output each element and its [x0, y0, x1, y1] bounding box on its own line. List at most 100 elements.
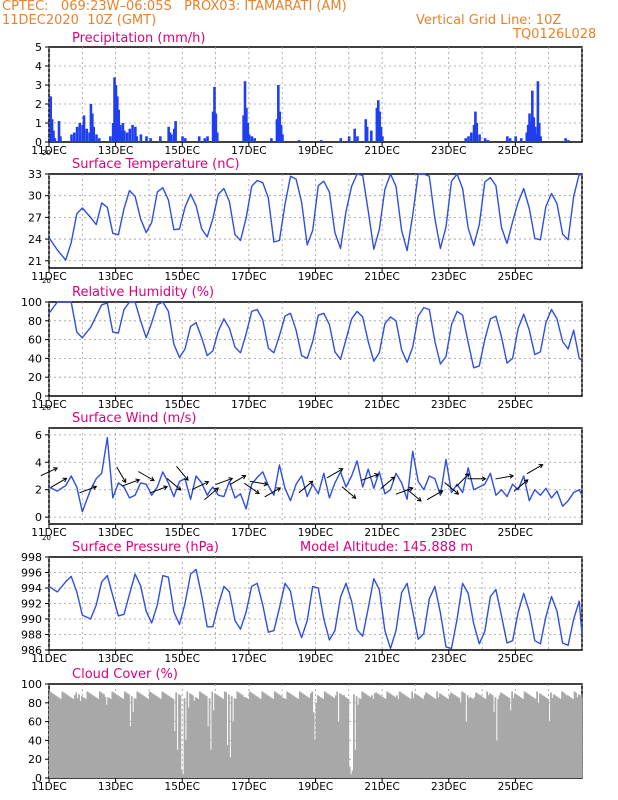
cloud-bar — [544, 697, 547, 778]
x-tick-label: 21DEC — [364, 271, 399, 283]
cloud-bar — [346, 698, 348, 778]
x-tick-label: 13DEC — [98, 781, 133, 793]
cloud-bar — [68, 696, 71, 778]
precip-bar — [339, 138, 343, 142]
cloud-bar — [340, 694, 343, 778]
wind-arrowhead — [276, 487, 282, 492]
cloud-bar — [361, 691, 364, 778]
precip-bar — [172, 128, 176, 142]
cloud-bar — [312, 712, 315, 778]
cloud-bar — [330, 696, 333, 778]
precip-bar — [508, 138, 512, 142]
wind-arrow — [264, 487, 281, 498]
wind-arrow — [513, 479, 529, 492]
wind-arrowhead — [308, 480, 314, 486]
year-stub: 20 — [42, 534, 51, 542]
x-tick-label: 21DEC — [364, 145, 399, 157]
header-location: CPTEC: 069:23W–06:05S PROX03: ITAMARATI … — [2, 0, 347, 14]
x-tick-label: 13DEC — [98, 399, 133, 411]
cloud-bar — [133, 698, 136, 778]
cloud-bar — [470, 698, 473, 778]
precip-bar — [139, 134, 143, 142]
cloud-bar — [548, 721, 551, 778]
x-tick-label: 23DEC — [431, 781, 466, 793]
cloud-bar — [357, 704, 359, 778]
cloud-bar — [187, 707, 190, 778]
header-datetime: 11DEC2020 10Z (GMT) — [2, 13, 157, 28]
cloud-bar — [408, 698, 411, 778]
cloud-bar — [359, 699, 362, 778]
cloud-bar — [162, 692, 165, 778]
wind-arrowhead — [92, 485, 98, 491]
cloud-bar — [457, 697, 459, 778]
cloud-bar — [201, 693, 204, 778]
x-tick-label: 23DEC — [431, 399, 466, 411]
x-tick-label: 25DEC — [498, 527, 533, 539]
cloud-bar — [283, 698, 286, 778]
cloud-bar — [82, 697, 85, 778]
cloud-bar — [469, 697, 472, 778]
cloud-bar — [172, 699, 175, 778]
cloud-bar — [318, 696, 321, 778]
cloud-bar — [536, 691, 538, 778]
cloud-bar — [350, 774, 352, 778]
cloud-bar — [533, 698, 536, 778]
cloud-bar — [494, 697, 497, 778]
cloud-bar — [287, 692, 290, 778]
cloud-bar — [455, 696, 458, 778]
cloud-bar — [311, 691, 314, 778]
x-tick-label: 23DEC — [431, 527, 466, 539]
year-stub: 20 — [42, 404, 51, 412]
cloud-bar — [211, 691, 214, 778]
cloud-bar — [298, 691, 301, 778]
cloud-bar — [557, 697, 559, 778]
cloud-bar — [565, 695, 568, 778]
precip-bar — [131, 124, 134, 142]
cloud-bar — [348, 766, 351, 778]
cloud-bar — [568, 696, 570, 778]
precip-bar — [88, 132, 91, 142]
y-tick-label: 992 — [21, 598, 42, 611]
x-tick-label: 25DEC — [498, 271, 533, 283]
cloud-bar — [49, 691, 51, 778]
cloud-bar — [218, 696, 221, 778]
precip-bar — [125, 132, 129, 142]
x-tick-label: 21DEC — [364, 399, 399, 411]
cloud-bar — [294, 697, 297, 778]
precip-bar — [52, 130, 55, 142]
cloud-bar — [176, 749, 179, 778]
cloud-bar — [307, 697, 309, 778]
cloud-bar — [165, 694, 168, 778]
cloud-bar — [443, 696, 445, 778]
cloud-bar — [375, 692, 377, 778]
cloud-bar — [398, 691, 401, 778]
precip-bar — [109, 136, 112, 142]
cloud-bar — [308, 698, 311, 778]
cloud-bar — [248, 691, 251, 778]
cloud-bar — [117, 695, 119, 778]
y-tick-label: 6 — [35, 429, 42, 442]
cloud-bar — [522, 699, 525, 778]
y-tick-label: 0 — [35, 772, 42, 785]
cloud-bar — [389, 693, 391, 778]
cloud-bar — [551, 698, 554, 778]
cloud-bar — [280, 696, 283, 778]
y-tick-label: 998 — [21, 551, 42, 564]
cloud-bar — [472, 699, 475, 778]
cloud-bar — [179, 695, 182, 778]
cloud-bar — [513, 693, 516, 778]
cloud-bar — [390, 694, 393, 778]
wind-arrowhead — [438, 490, 444, 495]
precip-bar — [469, 132, 473, 142]
cloud-bar — [140, 694, 143, 778]
panel-title: Surface Pressure (hPa) — [72, 540, 219, 555]
header-code: TQ0126L028 — [513, 27, 597, 42]
cloud-bar — [190, 694, 193, 778]
x-tick-label: 21DEC — [364, 781, 399, 793]
wind-arrowhead — [374, 473, 380, 478]
cloud-bar — [525, 692, 527, 778]
cloud-bar — [259, 699, 262, 778]
cloud-bar — [98, 691, 101, 778]
cloud-bar — [147, 699, 150, 778]
